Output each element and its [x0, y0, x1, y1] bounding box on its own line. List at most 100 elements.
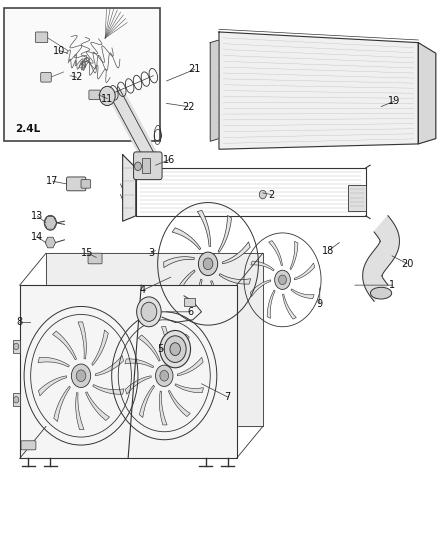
Polygon shape [46, 253, 263, 426]
Polygon shape [172, 228, 201, 249]
FancyBboxPatch shape [81, 180, 91, 188]
Polygon shape [39, 376, 67, 396]
Text: 16: 16 [162, 155, 175, 165]
Polygon shape [38, 357, 69, 367]
FancyBboxPatch shape [21, 441, 36, 450]
Text: 8: 8 [17, 318, 23, 327]
Circle shape [76, 370, 86, 382]
Circle shape [141, 302, 157, 321]
Polygon shape [250, 280, 271, 296]
Circle shape [14, 397, 19, 403]
Text: 19: 19 [388, 96, 400, 106]
Polygon shape [76, 392, 84, 430]
Polygon shape [125, 376, 151, 394]
Polygon shape [267, 290, 275, 318]
Bar [142, 158, 150, 173]
Polygon shape [173, 270, 195, 301]
Bar [13, 393, 20, 406]
Circle shape [44, 215, 57, 230]
Circle shape [198, 252, 218, 276]
Polygon shape [177, 357, 203, 376]
Circle shape [71, 364, 91, 387]
Polygon shape [283, 294, 296, 319]
Circle shape [203, 258, 213, 270]
FancyBboxPatch shape [89, 90, 100, 100]
Polygon shape [78, 322, 86, 359]
Bar [348, 185, 366, 211]
Polygon shape [123, 155, 136, 221]
Polygon shape [20, 285, 237, 458]
Circle shape [99, 86, 115, 106]
Text: 5: 5 [157, 344, 163, 354]
Text: 6: 6 [187, 307, 194, 317]
Text: 10: 10 [53, 46, 65, 55]
Polygon shape [269, 240, 283, 265]
Circle shape [160, 330, 191, 368]
Polygon shape [54, 386, 70, 422]
Polygon shape [95, 356, 124, 376]
Text: 9: 9 [317, 299, 323, 309]
Circle shape [155, 365, 173, 386]
Circle shape [160, 370, 169, 381]
Text: 21: 21 [189, 64, 201, 74]
Polygon shape [125, 359, 154, 368]
Text: 7: 7 [225, 392, 231, 402]
Circle shape [170, 343, 180, 356]
Polygon shape [251, 261, 274, 271]
Polygon shape [45, 237, 56, 248]
Circle shape [279, 275, 286, 285]
Polygon shape [223, 242, 250, 264]
Text: 18: 18 [322, 246, 335, 255]
Polygon shape [85, 392, 110, 421]
Circle shape [164, 336, 186, 362]
Text: 1: 1 [389, 280, 395, 290]
Polygon shape [198, 211, 211, 247]
Polygon shape [363, 216, 399, 301]
Text: 17: 17 [46, 176, 59, 186]
Text: 15: 15 [81, 248, 94, 258]
FancyBboxPatch shape [134, 152, 162, 180]
Circle shape [259, 190, 266, 199]
Polygon shape [138, 335, 160, 361]
Polygon shape [291, 289, 314, 298]
Circle shape [275, 270, 290, 289]
Polygon shape [53, 331, 77, 360]
FancyBboxPatch shape [88, 253, 102, 264]
Text: 4: 4 [139, 286, 145, 295]
Polygon shape [174, 334, 189, 366]
FancyBboxPatch shape [41, 72, 51, 82]
Ellipse shape [371, 287, 392, 299]
Polygon shape [162, 327, 169, 360]
Polygon shape [218, 215, 232, 253]
Polygon shape [44, 216, 57, 229]
Polygon shape [198, 279, 203, 318]
Text: 22: 22 [182, 102, 194, 111]
Text: 20: 20 [401, 259, 413, 269]
Polygon shape [290, 241, 298, 270]
Circle shape [134, 162, 141, 171]
Bar [13, 340, 20, 353]
Polygon shape [294, 263, 315, 280]
Circle shape [14, 343, 19, 350]
FancyBboxPatch shape [35, 32, 48, 43]
Polygon shape [139, 385, 155, 417]
Polygon shape [93, 385, 124, 394]
Polygon shape [175, 384, 204, 393]
FancyBboxPatch shape [67, 177, 86, 191]
Polygon shape [159, 391, 167, 425]
Polygon shape [92, 330, 108, 366]
Polygon shape [418, 43, 436, 144]
Text: 14: 14 [31, 232, 43, 242]
Bar [4, 8, 160, 141]
Polygon shape [164, 257, 194, 268]
Text: 11: 11 [101, 94, 113, 103]
Text: 2: 2 [268, 190, 275, 199]
Polygon shape [219, 32, 418, 149]
Text: 12: 12 [71, 72, 83, 82]
Polygon shape [168, 390, 190, 417]
Text: 2.4L: 2.4L [15, 124, 41, 134]
Text: 13: 13 [31, 211, 43, 221]
Polygon shape [210, 40, 219, 141]
Polygon shape [219, 273, 251, 284]
Polygon shape [211, 281, 233, 311]
